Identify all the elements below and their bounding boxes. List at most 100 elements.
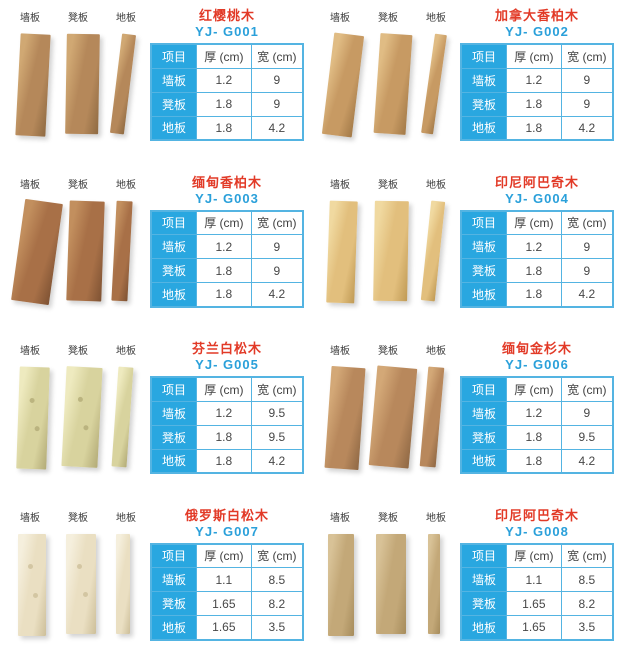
plank-label-wall: 墙板 <box>330 13 350 24</box>
spec-width-value: 9.5 <box>560 424 614 450</box>
spec-row-wall: 墙板 1.1 8.5 <box>150 567 304 592</box>
plank-labels: 墙板 凳板 地板 <box>8 339 150 357</box>
wood-knot <box>76 396 83 402</box>
spec-header-row: 项目 厚 (cm) 宽 (cm) <box>460 210 614 235</box>
spec-row-stool: 凳板 1.8 9 <box>150 258 304 283</box>
plank-label-stool: 凳板 <box>68 346 88 357</box>
wood-sample-area: 墙板 凳板 地板 <box>318 6 460 163</box>
spec-header-thickness: 厚 (cm) <box>196 210 252 235</box>
spec-width-value: 4.2 <box>250 448 304 474</box>
spec-header-item: 项目 <box>460 210 508 235</box>
plank-label-stool: 凳板 <box>68 13 88 24</box>
spec-thickness-value: 1.8 <box>196 448 252 474</box>
spec-row-wall: 墙板 1.2 9 <box>460 234 614 259</box>
plank-label-floor: 地板 <box>116 13 136 24</box>
spec-header-thickness: 厚 (cm) <box>196 543 252 568</box>
spec-row-label: 地板 <box>460 448 508 474</box>
spec-header-item: 项目 <box>150 543 198 568</box>
spec-row-stool: 凳板 1.65 8.2 <box>460 591 614 616</box>
spec-width-value: 3.5 <box>250 615 304 640</box>
plank-labels: 墙板 凳板 地板 <box>318 6 460 24</box>
spec-row-floor: 地板 1.8 4.2 <box>460 282 614 307</box>
spec-width-value: 4.2 <box>560 282 614 307</box>
product-name: 印尼阿巴奇木 <box>494 174 579 190</box>
wood-knot <box>33 592 39 598</box>
spec-row-label: 地板 <box>150 282 198 307</box>
spec-width-value: 8.5 <box>250 567 304 592</box>
wood-plank-floor <box>420 200 446 301</box>
spec-area: 俄罗斯白松木 YJ- G007 项目 厚 (cm) 宽 (cm) 墙板 1.1 … <box>150 506 304 663</box>
wood-sample-photo <box>8 357 150 496</box>
spec-header-width: 宽 (cm) <box>560 210 614 235</box>
wood-plank-wall <box>11 198 63 305</box>
spec-area: 红樱桃木 YJ- G001 项目 厚 (cm) 宽 (cm) 墙板 1.2 9 <box>150 6 304 163</box>
spec-row-label: 凳板 <box>460 424 508 450</box>
spec-row-wall: 墙板 1.2 9 <box>460 67 614 93</box>
spec-thickness-value: 1.8 <box>506 258 562 283</box>
spec-width-value: 4.2 <box>250 282 304 307</box>
spec-header-row: 项目 厚 (cm) 宽 (cm) <box>150 543 304 568</box>
product-code: YJ- G002 <box>505 24 569 39</box>
plank-label-floor: 地板 <box>116 512 136 524</box>
spec-row-stool: 凳板 1.8 9 <box>150 91 304 117</box>
spec-width-value: 9 <box>560 400 614 426</box>
spec-row-wall: 墙板 1.2 9.5 <box>150 400 304 426</box>
product-code: YJ- G001 <box>195 24 259 39</box>
wood-plank-wall <box>321 32 365 138</box>
spec-header-row: 项目 厚 (cm) 宽 (cm) <box>150 376 304 402</box>
spec-row-floor: 地板 1.8 4.2 <box>150 448 304 474</box>
spec-row-label: 墙板 <box>460 234 508 259</box>
spec-header-row: 项目 厚 (cm) 宽 (cm) <box>460 43 614 69</box>
spec-thickness-value: 1.1 <box>196 567 252 592</box>
spec-header-item: 项目 <box>460 376 508 402</box>
product-code: YJ- G007 <box>195 523 259 539</box>
wood-knot <box>27 564 33 570</box>
spec-width-value: 9.5 <box>250 400 304 426</box>
spec-width-value: 9 <box>560 234 614 259</box>
spec-thickness-value: 1.8 <box>506 91 562 117</box>
plank-label-wall: 墙板 <box>20 179 40 191</box>
wood-plank-floor <box>421 33 447 135</box>
spec-header-width: 宽 (cm) <box>250 376 304 402</box>
wood-sample-area: 墙板 凳板 地板 <box>8 173 150 330</box>
wood-plank-stool <box>66 533 96 634</box>
spec-row-floor: 地板 1.8 4.2 <box>150 282 304 307</box>
spec-thickness-value: 1.65 <box>196 591 252 616</box>
product-name: 红樱桃木 <box>198 8 255 23</box>
spec-header-thickness: 厚 (cm) <box>506 43 562 69</box>
spec-thickness-value: 1.8 <box>196 258 252 283</box>
product-card: 墙板 凳板 地板 缅甸金杉木 YJ- G006 项目 厚 (cm) 宽 (cm) <box>310 333 620 500</box>
spec-row-label: 地板 <box>150 448 198 474</box>
wood-plank-floor <box>116 533 130 634</box>
wood-sample-photo <box>318 24 460 163</box>
spec-row-label: 墙板 <box>460 400 508 426</box>
spec-row-label: 地板 <box>460 115 508 141</box>
wood-plank-wall <box>15 33 51 137</box>
spec-row-label: 凳板 <box>150 424 198 450</box>
spec-width-value: 8.5 <box>560 567 614 592</box>
spec-row-label: 墙板 <box>150 400 198 426</box>
spec-thickness-value: 1.8 <box>196 91 252 117</box>
product-code: YJ- G005 <box>195 357 259 372</box>
spec-width-value: 9 <box>560 258 614 283</box>
spec-table: 项目 厚 (cm) 宽 (cm) 墙板 1.2 9.5 凳板 1.8 9.5 <box>150 376 304 474</box>
product-name: 芬兰白松木 <box>191 341 262 356</box>
product-code: YJ- G003 <box>195 190 259 206</box>
spec-row-label: 地板 <box>460 282 508 307</box>
plank-label-stool: 凳板 <box>378 13 398 24</box>
spec-thickness-value: 1.8 <box>506 282 562 307</box>
wood-knot <box>82 425 88 431</box>
spec-header-width: 宽 (cm) <box>250 210 304 235</box>
wood-plank-wall <box>324 365 366 471</box>
spec-table: 项目 厚 (cm) 宽 (cm) 墙板 1.2 9 凳板 1.8 9.5 <box>460 376 614 474</box>
spec-row-label: 凳板 <box>150 91 198 117</box>
plank-label-wall: 墙板 <box>20 13 40 24</box>
plank-label-stool: 凳板 <box>378 512 398 524</box>
product-name: 俄罗斯白松木 <box>184 507 269 523</box>
wood-knot <box>76 563 82 569</box>
plank-label-floor: 地板 <box>116 179 136 191</box>
wood-plank-stool <box>368 365 418 469</box>
wood-plank-floor <box>428 533 440 634</box>
spec-width-value: 9.5 <box>250 424 304 450</box>
